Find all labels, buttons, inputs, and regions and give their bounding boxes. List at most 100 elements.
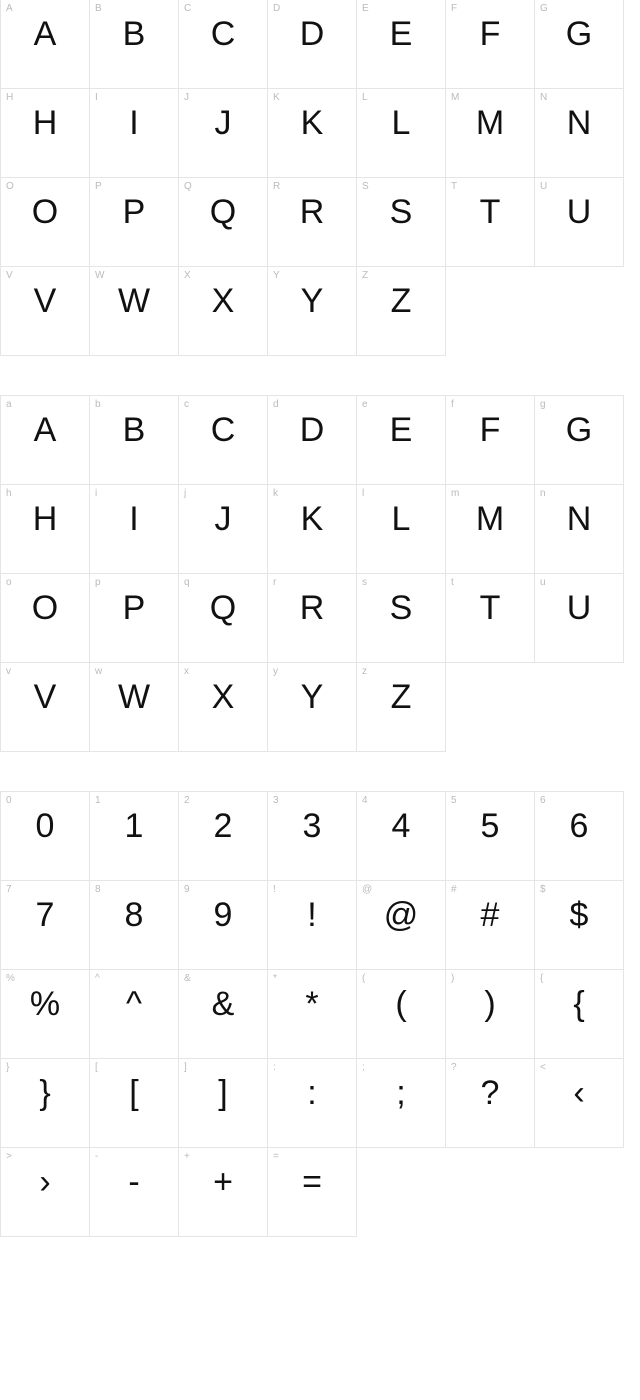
glyph-cell: rR [267, 573, 357, 663]
glyph-cell: 99 [178, 880, 268, 970]
glyph-char: E [357, 410, 445, 450]
glyph-char: ‹ [535, 1073, 623, 1113]
glyph-label: $ [540, 884, 546, 895]
glyph-char: - [90, 1162, 178, 1202]
glyph-label: 8 [95, 884, 101, 895]
glyph-label: u [540, 577, 546, 588]
glyph-cell: ]] [178, 1058, 268, 1148]
glyph-label: e [362, 399, 368, 410]
glyph-char: Q [179, 192, 267, 232]
glyph-cell: EE [356, 0, 446, 89]
glyph-label: 2 [184, 795, 190, 806]
glyph-cell: ?? [445, 1058, 535, 1148]
glyph-char: B [90, 410, 178, 450]
glyph-label: r [273, 577, 276, 588]
glyph-char: A [1, 14, 89, 54]
glyph-char: [ [90, 1073, 178, 1113]
glyph-char: J [179, 103, 267, 143]
glyph-char: L [357, 499, 445, 539]
glyph-label: [ [95, 1062, 98, 1073]
glyph-chart: AABBCCDDEEFFGGHHIIJJKKLLMMNNOOPPQQRRSSTT… [0, 0, 640, 1237]
glyph-char: U [535, 192, 623, 232]
glyph-cell: zZ [356, 662, 446, 752]
glyph-cell: XX [178, 266, 268, 356]
glyph-char: W [90, 677, 178, 717]
glyph-label: S [362, 181, 369, 192]
glyph-char: T [446, 588, 534, 628]
glyph-char: U [535, 588, 623, 628]
glyph-label: z [362, 666, 367, 677]
glyph-label: * [273, 973, 277, 984]
glyph-char: X [179, 281, 267, 321]
glyph-cell: 44 [356, 791, 446, 881]
glyph-cell: xX [178, 662, 268, 752]
glyph-label: P [95, 181, 102, 192]
glyph-cell: HH [0, 88, 90, 178]
glyph-label: & [184, 973, 191, 984]
glyph-label: # [451, 884, 457, 895]
glyph-char: R [268, 588, 356, 628]
glyph-char: D [268, 410, 356, 450]
glyph-cell: ;; [356, 1058, 446, 1148]
glyph-cell: ZZ [356, 266, 446, 356]
glyph-label: n [540, 488, 546, 499]
glyph-label: G [540, 3, 548, 14]
glyph-char: V [1, 677, 89, 717]
glyph-label: X [184, 270, 191, 281]
glyph-cell: KK [267, 88, 357, 178]
glyph-char: I [90, 103, 178, 143]
glyph-cell: !! [267, 880, 357, 970]
glyph-char: P [90, 588, 178, 628]
glyph-label: c [184, 399, 189, 410]
glyph-label: E [362, 3, 369, 14]
glyph-label: < [540, 1062, 546, 1073]
glyph-char: 7 [1, 895, 89, 935]
glyph-label: k [273, 488, 278, 499]
glyph-char: S [357, 588, 445, 628]
glyph-label: { [540, 973, 543, 984]
glyph-label: J [184, 92, 189, 103]
glyph-label: 1 [95, 795, 101, 806]
glyph-char: H [1, 499, 89, 539]
glyph-label: } [6, 1062, 9, 1073]
glyph-char: K [268, 499, 356, 539]
glyph-char: ] [179, 1073, 267, 1113]
glyph-cell: (( [356, 969, 446, 1059]
glyph-char: & [179, 984, 267, 1024]
glyph-cell: vV [0, 662, 90, 752]
glyph-char: Q [179, 588, 267, 628]
glyph-char: M [446, 103, 534, 143]
glyph-char: N [535, 103, 623, 143]
glyph-label: - [95, 1151, 98, 1162]
glyph-cell: VV [0, 266, 90, 356]
glyph-cell: JJ [178, 88, 268, 178]
glyph-char: B [90, 14, 178, 54]
glyph-char: W [90, 281, 178, 321]
glyph-cell: :: [267, 1058, 357, 1148]
glyph-label: h [6, 488, 12, 499]
glyph-cell: tT [445, 573, 535, 663]
glyph-label: 6 [540, 795, 546, 806]
glyph-cell: qQ [178, 573, 268, 663]
glyph-label: : [273, 1062, 276, 1073]
glyph-cell: sS [356, 573, 446, 663]
glyph-label: R [273, 181, 280, 192]
glyph-char: C [179, 14, 267, 54]
glyph-cell: <‹ [534, 1058, 624, 1148]
glyph-cell: UU [534, 177, 624, 267]
glyph-cell: PP [89, 177, 179, 267]
glyph-label: = [273, 1151, 279, 1162]
glyph-label: I [95, 92, 98, 103]
glyph-label: y [273, 666, 278, 677]
glyph-char: ; [357, 1073, 445, 1113]
glyph-char: 2 [179, 806, 267, 846]
glyph-label: 7 [6, 884, 12, 895]
glyph-cell: lL [356, 484, 446, 574]
glyph-label: N [540, 92, 547, 103]
glyph-char: K [268, 103, 356, 143]
glyph-section-numbers-symbols: 00112233445566778899!!@@##$$%%^^&&**(())… [0, 792, 640, 1237]
glyph-cell: $$ [534, 880, 624, 970]
glyph-label: 4 [362, 795, 368, 806]
glyph-label: V [6, 270, 13, 281]
glyph-cell: GG [534, 0, 624, 89]
